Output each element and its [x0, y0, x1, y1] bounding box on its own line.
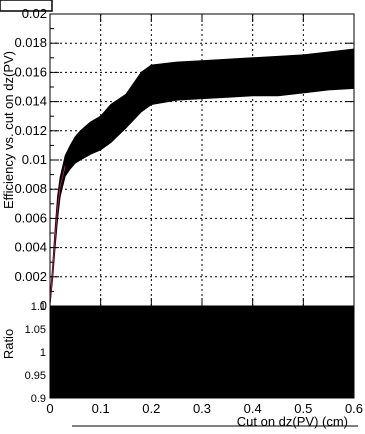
- efficiency-y-tick-labels: 0 0.002 0.004 0.006 0.008 0.01 0.012 0.014 0.016…: [14, 6, 47, 313]
- efficiency-y-tick-label: 0.014: [14, 94, 47, 109]
- efficiency-y-tick-label: 0.002: [14, 269, 47, 284]
- ratio-y-tick-labels: 0.9 0.95 1 1.05 1.1: [25, 301, 46, 405]
- ratio-ticks: [49, 390, 355, 398]
- efficiency-y-tick-label: 0.004: [14, 240, 47, 255]
- ratio-panel: 0.9 0.95 1 1.05 1.1 0 0.1 0.2 0.3 0.4 0.5 0.6 Rati…: [1, 301, 363, 429]
- ratio-x-tick-label: 0.3: [193, 401, 211, 416]
- efficiency-y-tick-label: 0.012: [14, 123, 47, 138]
- efficiency-panel: 0 0.002 0.004 0.006 0.008 0.01 0.012 0.014 0.016…: [1, 6, 355, 313]
- efficiency-y-tick-label: 0.02: [22, 6, 47, 21]
- ratio-x-tick-label: 0: [46, 401, 53, 416]
- legend-box: [0, 0, 53, 12]
- efficiency-y-tick-label: 0.01: [22, 152, 47, 167]
- ratio-x-tick-labels: 0 0.1 0.2 0.3 0.4 0.5 0.6: [46, 401, 363, 416]
- efficiency-band: [49, 48, 355, 305]
- efficiency-y-axis-title: Efficiency vs. cut on dz(PV): [1, 51, 16, 209]
- ratio-y-tick-label: 1.1: [31, 301, 46, 313]
- ratio-x-tick-label: 0.2: [142, 401, 160, 416]
- efficiency-y-tick-label: 0.018: [14, 35, 47, 50]
- ratio-band: [50, 306, 354, 398]
- ratio-x-tick-label: 0.4: [244, 401, 262, 416]
- efficiency-band-area: [49, 48, 355, 305]
- efficiency-y-tick-label: 0.016: [14, 64, 47, 79]
- efficiency-central-line: [49, 165, 66, 303]
- ratio-y-tick-label: 1.05: [25, 324, 46, 336]
- ratio-x-tick-label: 0.6: [345, 401, 363, 416]
- ratio-x-tick-label: 0.1: [92, 401, 110, 416]
- x-axis-title: Cut on dz(PV) (cm): [237, 414, 348, 429]
- ratio-y-tick-label: 1: [40, 347, 46, 359]
- ratio-y-tick-label: 0.9: [31, 393, 46, 405]
- efficiency-ticks: [49, 13, 355, 307]
- ratio-y-tick-label: 0.95: [25, 370, 46, 382]
- ratio-y-axis-title: Ratio: [1, 329, 16, 359]
- efficiency-y-tick-label: 0.008: [14, 181, 47, 196]
- efficiency-y-tick-label: 0.006: [14, 210, 47, 225]
- ratio-band-area: [50, 306, 354, 398]
- ratio-x-tick-label: 0.5: [294, 401, 312, 416]
- efficiency-y-tick-label: 0: [40, 298, 47, 313]
